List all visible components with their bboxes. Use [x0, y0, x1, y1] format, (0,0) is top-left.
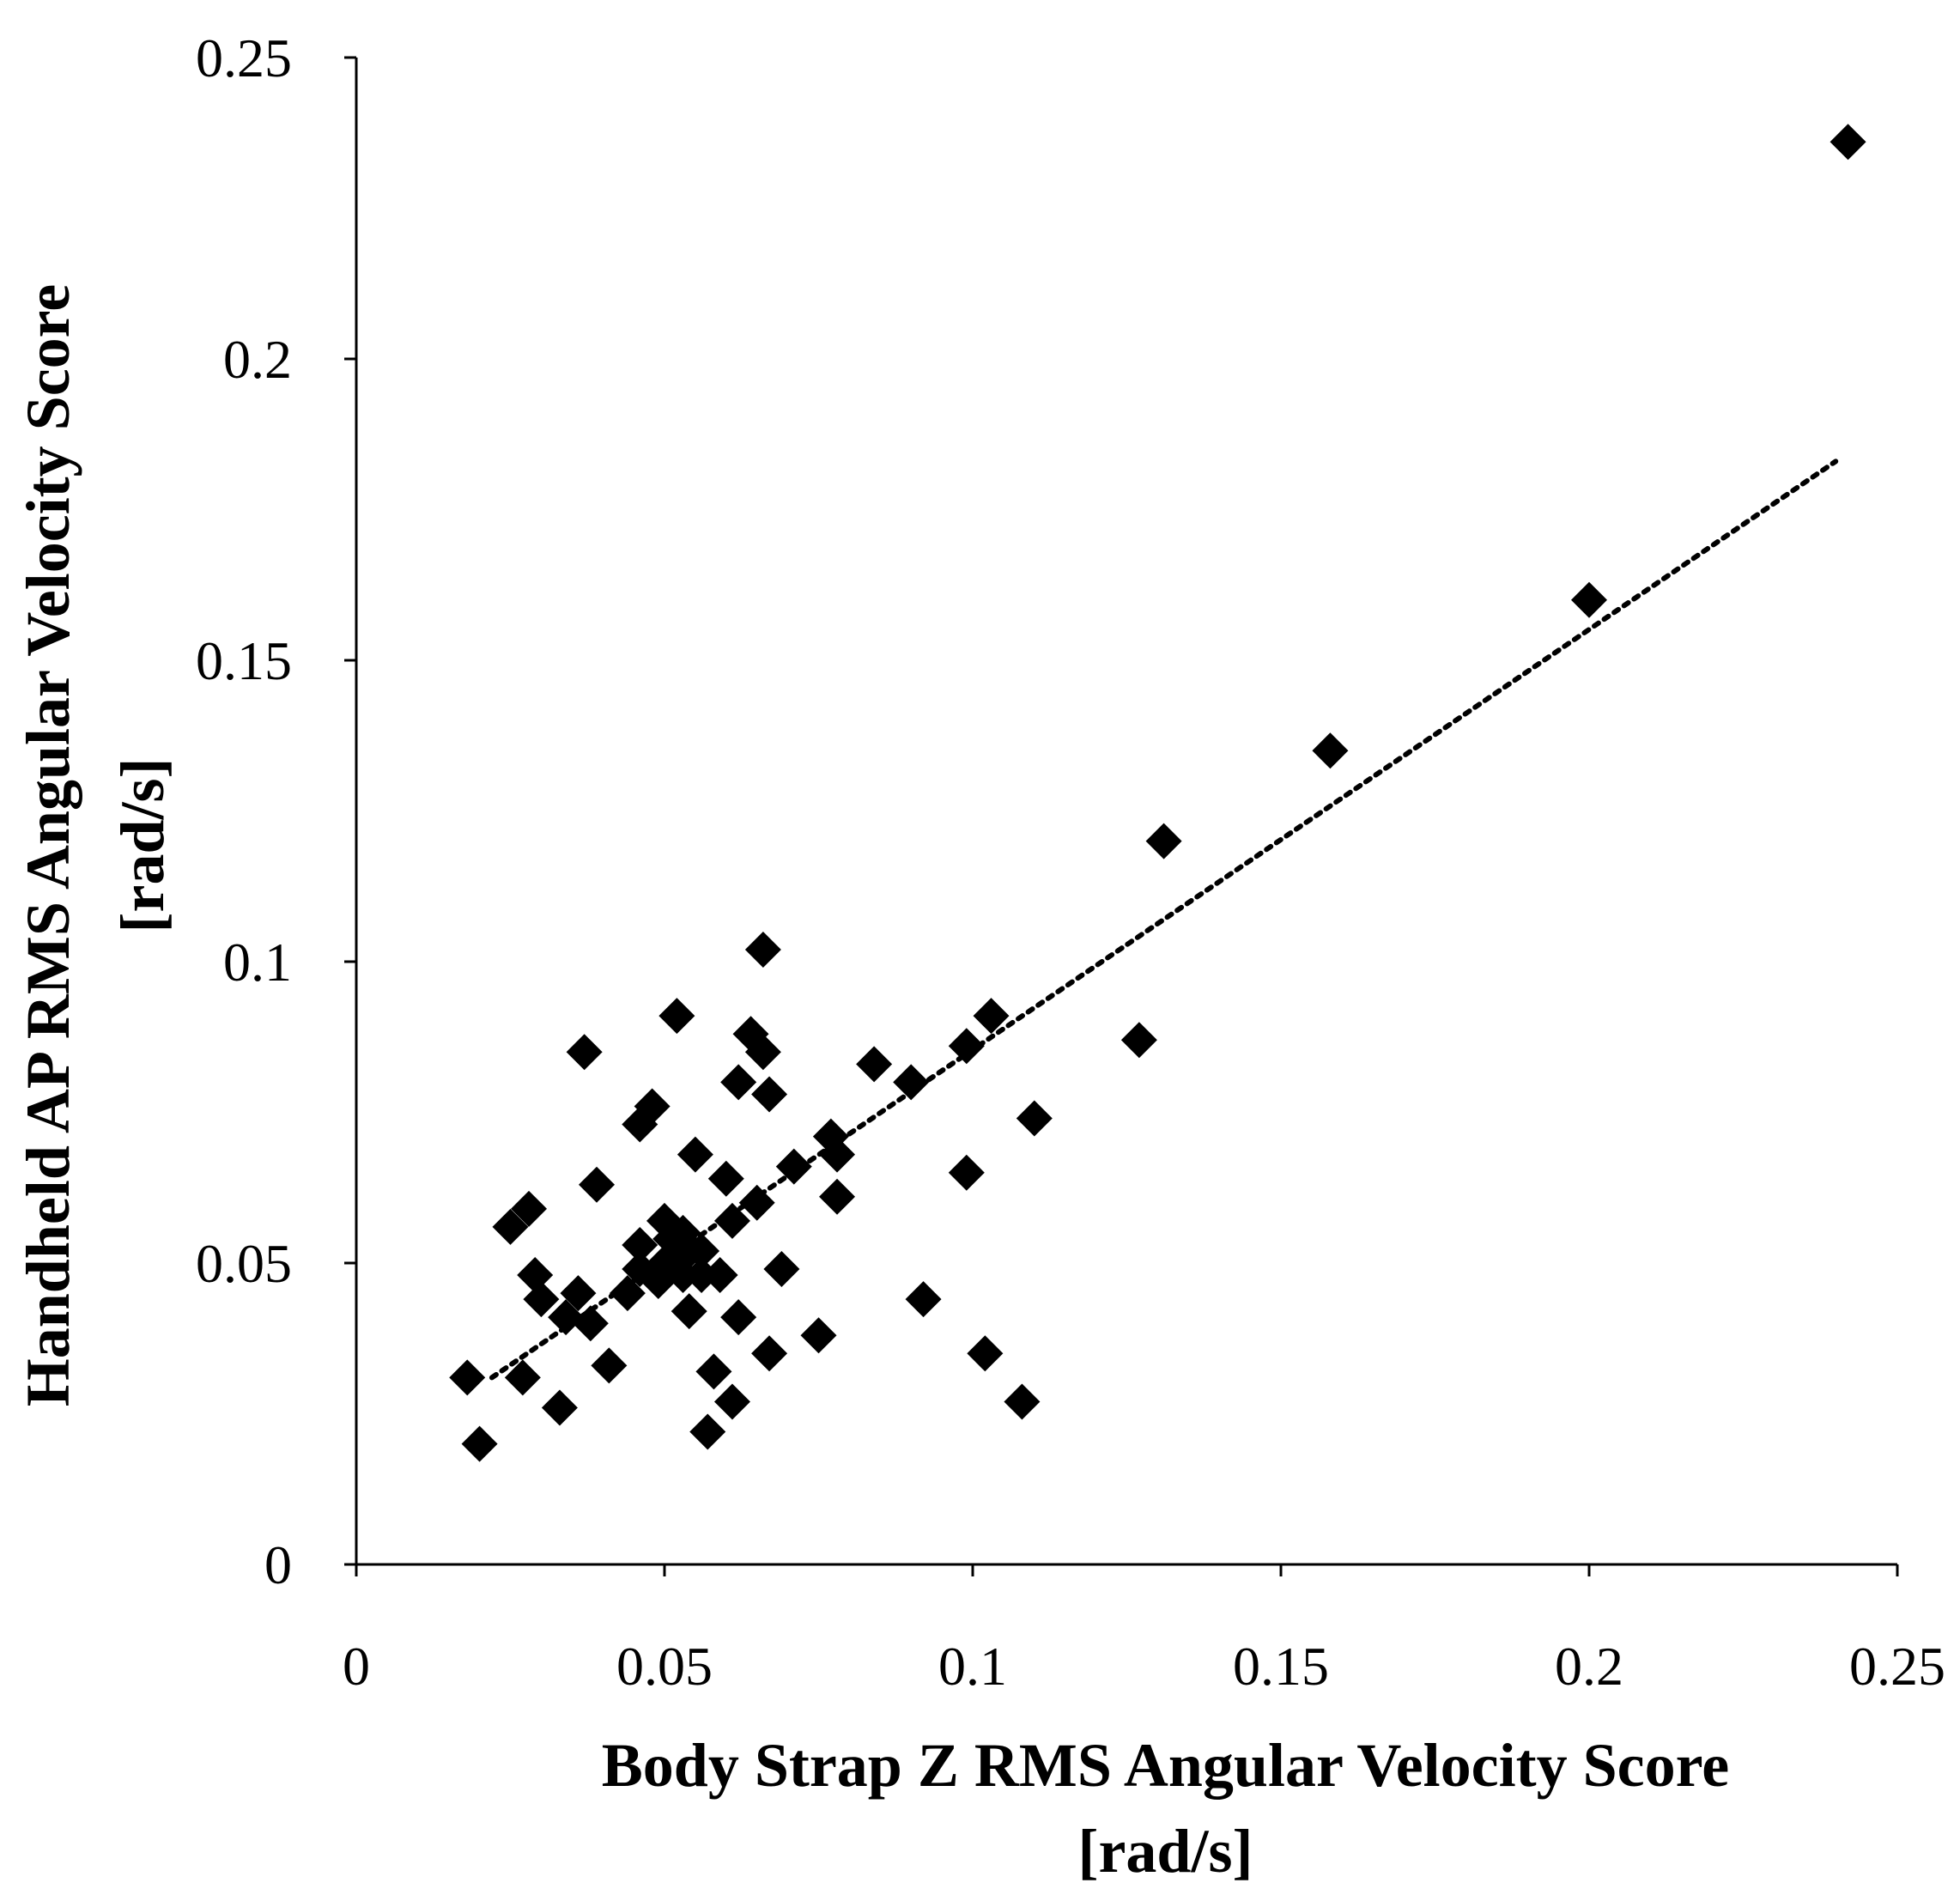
trendline — [488, 459, 1839, 1381]
y-tick-label: 0.2 — [223, 329, 292, 390]
data-point — [504, 1359, 541, 1396]
x-axis-ticks: 0 0.05 0.1 0.15 0.2 0.25 — [343, 1564, 1945, 1697]
x-tick-label: 0.15 — [1233, 1636, 1329, 1697]
data-point — [1004, 1383, 1041, 1420]
y-tick-label: 0.15 — [196, 630, 292, 691]
axes — [355, 58, 1897, 1566]
data-point — [720, 1299, 757, 1336]
trendline-layer — [488, 459, 1839, 1381]
y-axis-title-group: Handheld AP RMS Angular Velocity Score [… — [14, 284, 177, 1407]
data-points — [449, 124, 1866, 1462]
x-tick-label: 0.05 — [616, 1636, 713, 1697]
data-point — [511, 1190, 548, 1227]
data-point — [1830, 124, 1866, 161]
data-point — [713, 1202, 750, 1239]
data-point — [634, 1088, 671, 1125]
x-tick-label: 0.1 — [938, 1636, 1007, 1697]
data-point — [671, 1293, 707, 1330]
x-axis-title: Body Strap Z RMS Angular Velocity Score — [602, 1731, 1729, 1800]
data-point — [738, 1184, 775, 1221]
data-point — [492, 1208, 529, 1245]
data-point — [819, 1136, 856, 1173]
data-point — [1016, 1100, 1053, 1137]
data-point — [744, 1034, 781, 1071]
data-point — [744, 931, 781, 968]
data-point — [449, 1359, 486, 1396]
data-point — [572, 1305, 609, 1342]
x-tick-label: 0 — [343, 1636, 370, 1697]
x-axis-title-unit: [rad/s] — [1078, 1817, 1253, 1886]
y-tick-label: 0.1 — [223, 932, 292, 993]
data-point — [541, 1389, 578, 1426]
data-point — [1571, 581, 1607, 618]
data-point — [948, 1154, 985, 1191]
data-point — [905, 1281, 942, 1318]
data-point — [819, 1178, 856, 1215]
y-tick-label: 0.05 — [196, 1233, 292, 1294]
data-point — [560, 1275, 597, 1312]
data-point — [713, 1383, 750, 1420]
data-point — [609, 1275, 646, 1312]
data-point — [1120, 1022, 1157, 1059]
data-point — [800, 1317, 837, 1354]
data-point — [707, 1160, 744, 1197]
data-point — [893, 1064, 930, 1101]
data-point — [751, 1076, 788, 1113]
data-point — [566, 1034, 603, 1071]
data-point — [775, 1148, 812, 1185]
y-tick-label: 0 — [264, 1534, 292, 1595]
y-axis-title-unit: [rad/s] — [108, 758, 177, 933]
x-tick-label: 0.2 — [1555, 1636, 1623, 1697]
y-axis-ticks: 0 0.05 0.1 0.15 0.2 0.25 — [196, 27, 356, 1595]
data-point — [689, 1413, 726, 1450]
data-point — [677, 1136, 713, 1173]
data-point — [967, 1335, 1004, 1372]
data-point — [591, 1347, 628, 1384]
data-point — [751, 1335, 788, 1372]
data-point — [579, 1166, 616, 1203]
data-point — [695, 1353, 732, 1390]
data-point — [683, 1257, 720, 1294]
data-point — [622, 1226, 658, 1263]
data-point — [973, 998, 1010, 1035]
data-point — [701, 1257, 738, 1294]
data-point — [763, 1251, 800, 1288]
x-tick-label: 0.25 — [1849, 1636, 1945, 1697]
data-point — [1312, 732, 1349, 769]
data-point — [720, 1064, 757, 1101]
y-axis-title: Handheld AP RMS Angular Velocity Score — [14, 284, 82, 1407]
data-point — [856, 1046, 893, 1083]
data-point — [1145, 823, 1182, 859]
data-point — [461, 1425, 498, 1462]
data-point — [548, 1299, 585, 1336]
y-tick-label: 0.25 — [196, 27, 292, 88]
data-point — [948, 1028, 985, 1065]
data-point — [683, 1232, 720, 1269]
data-point — [658, 998, 695, 1035]
data-point — [523, 1281, 560, 1318]
